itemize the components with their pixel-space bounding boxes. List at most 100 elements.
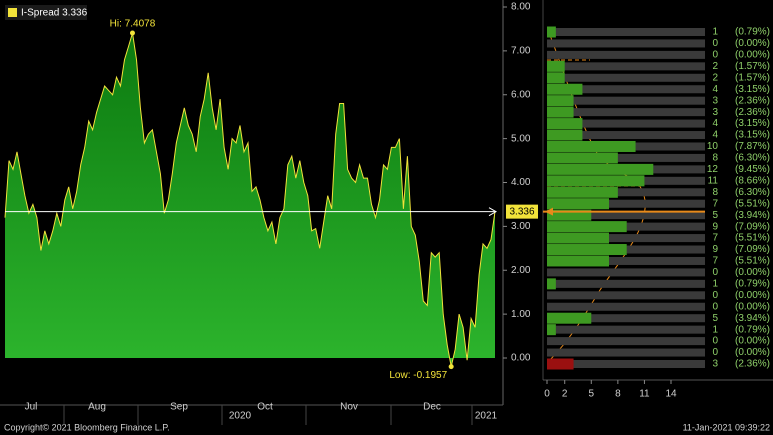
hist-row-bg [547, 153, 705, 162]
hist-row-bg [547, 199, 705, 208]
hist-bar [547, 232, 609, 244]
hist-count-label: 0 [712, 290, 718, 301]
hist-percent-label: (3.15%) [735, 84, 770, 95]
hist-percent-label: (3.94%) [735, 313, 770, 324]
hist-count-label: 5 [712, 210, 718, 221]
hist-count-label: 0 [712, 38, 718, 49]
hist-percent-label: (0.00%) [735, 50, 770, 61]
hist-count-label: 1 [712, 27, 718, 38]
legend-box [5, 5, 87, 20]
hist-percent-label: (0.79%) [735, 324, 770, 335]
hist-count-label: 2 [712, 72, 718, 83]
hist-percent-label: (0.00%) [735, 336, 770, 347]
y-tick-label: 8.00 [511, 2, 531, 13]
y-tick-label: 5.00 [511, 133, 531, 144]
hist-row-bg [547, 119, 705, 128]
hist-x-tick-label: 5 [589, 389, 595, 400]
last-value-box [506, 204, 538, 219]
x-tick-label: Nov [340, 402, 358, 413]
hist-x-tick-label: 11 [639, 389, 650, 400]
hist-bar [547, 72, 565, 84]
hist-percent-label: (7.09%) [735, 221, 770, 232]
hist-count-label: 3 [712, 359, 718, 370]
y-tick-label: 3.00 [511, 221, 531, 232]
hist-x-tick-label: 2 [562, 389, 568, 400]
hist-x-tick-label: 0 [544, 389, 550, 400]
hist-percent-label: (6.30%) [735, 187, 770, 198]
hist-percent-label: (9.45%) [735, 164, 770, 175]
hist-row-bg [547, 211, 705, 220]
hist-bar [547, 118, 583, 130]
hist-bar [547, 83, 583, 95]
hist-percent-label: (1.57%) [735, 72, 770, 83]
footer-left: Copyright© 2021 Bloomberg Finance L.P. [4, 422, 170, 432]
hist-bar [547, 175, 645, 187]
hist-row-bg [547, 348, 705, 357]
hist-bar [547, 244, 627, 256]
last-value-arrow [488, 207, 498, 217]
x-tick-label: Dec [423, 402, 441, 413]
hist-percent-label: (0.00%) [735, 267, 770, 278]
hist-percent-label: (0.79%) [735, 27, 770, 38]
x-tick-label: Jul [25, 402, 38, 413]
hist-bar [547, 106, 574, 118]
hist-bar [547, 152, 618, 164]
hist-row-bg [547, 28, 705, 36]
line [4, 32, 496, 367]
hist-percent-label: (3.94%) [735, 210, 770, 221]
low-marker [448, 364, 454, 370]
hist-row-bg [547, 279, 705, 288]
hist-row-bg [547, 234, 705, 243]
hist-percent-label: (7.09%) [735, 244, 770, 255]
hist-percent-label: (5.51%) [735, 198, 770, 209]
hist-count-label: 9 [712, 221, 718, 232]
high-label: Hi: 7.4078 [110, 19, 156, 30]
hist-bar [547, 324, 556, 336]
hist-x-tick-label: 8 [615, 389, 621, 400]
hist-count-label: 4 [712, 84, 718, 95]
hist-count-label: 4 [712, 130, 718, 141]
hist-count-label: 11 [708, 175, 719, 186]
hist-bar [547, 186, 618, 198]
hist-bar [547, 163, 654, 175]
hist-row-bg [547, 50, 705, 59]
y-tick-label: 6.00 [511, 89, 531, 100]
hist-percent-label: (2.36%) [735, 95, 770, 106]
hist-count-label: 7 [712, 233, 718, 244]
hist-bar [547, 358, 574, 370]
legend-label: I-Spread 3.336 [21, 8, 88, 19]
x-tick-label: Oct [257, 402, 273, 413]
hist-percent-label: (0.00%) [735, 347, 770, 358]
low-label: Low: -0.1957 [389, 370, 447, 381]
hist-bar [547, 255, 609, 267]
year-label: 2020 [229, 411, 252, 422]
hist-row-bg [547, 73, 705, 82]
hist-percent-label: (2.36%) [735, 359, 770, 370]
hist-count-label: 2 [712, 61, 718, 72]
hist-count-label: 3 [712, 95, 718, 106]
hist-row-bg [547, 337, 705, 346]
hist-percent-label: (0.00%) [735, 290, 770, 301]
hist-row-bg [547, 256, 705, 265]
hist-row-bg [547, 96, 705, 105]
hist-count-label: 0 [712, 50, 718, 61]
hist-row-bg [547, 188, 705, 197]
hist-count-label: 4 [712, 118, 718, 129]
hist-row-bg [547, 62, 705, 71]
hist-x-tick-label: 14 [665, 389, 677, 400]
hist-count-label: 8 [712, 187, 718, 198]
hist-bar [547, 278, 556, 290]
hist-count-label: 0 [712, 347, 718, 358]
y-tick-label: 7.00 [511, 46, 531, 57]
high-marker [129, 30, 135, 36]
hist-count-label: 8 [712, 153, 718, 164]
hist-row-bg [547, 108, 705, 117]
hist-count-label: 0 [712, 301, 718, 312]
x-tick-label: Sep [170, 402, 188, 413]
hist-bar [547, 60, 565, 72]
hist-row-bg [547, 291, 705, 300]
hist-bar [547, 198, 609, 210]
hist-count-label: 0 [712, 267, 718, 278]
y-tick-label: 0.00 [511, 353, 531, 364]
